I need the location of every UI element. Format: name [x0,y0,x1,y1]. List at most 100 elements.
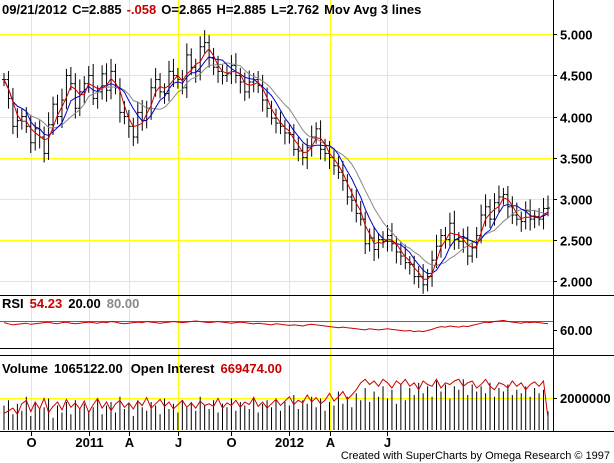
rsi-level-high: 80.00 [107,296,140,311]
rsi-header: RSI 54.23 20.00 80.00 [2,296,139,311]
price-bar [100,65,105,100]
price-y-axis-ticks: 2.000 2.500 3.000 3.500 4.000 4.500 5.000 [553,28,593,290]
price-bar [496,185,501,213]
volume-header: Volume 1065122.00 Open Interest 669474.00 [2,361,282,376]
x-axis-ticks: O 2011 A J O 2012 A J [26,431,391,450]
price-y-tick: 3.500 [560,152,593,167]
price-bar [470,241,475,263]
volume-y-tick: 2000000 [560,391,611,406]
price-bar [389,223,394,252]
price-bar [537,208,542,226]
header-open: O=2.865 [161,2,211,17]
price-bar [229,55,234,85]
price-bar [247,70,252,99]
header-date: 09/21/2012 [2,2,67,17]
price-bar [184,43,189,99]
x-tick-label: J [175,435,182,450]
rsi-line [3,319,549,333]
price-bar [55,94,60,125]
rsi-y-tick: 60.00 [560,323,593,338]
price-bar [42,126,47,163]
price-bar [198,36,203,81]
oi-label: Open Interest [131,361,215,376]
price-bar [104,63,109,102]
x-tick-label: 2011 [75,435,103,450]
price-bar [412,255,417,285]
volume-bars [3,379,549,430]
price-bar [296,136,301,162]
price-bar [274,108,278,134]
rsi-label: RSI [2,296,24,311]
price-y-tick: 2.000 [560,275,593,290]
price-bar [291,124,296,156]
price-header: 09/21/2012 C=2.885 -.058 O=2.865 H=2.885 L=2.… [2,2,421,17]
x-tick-label: J [384,435,391,450]
price-bar [314,122,319,144]
price-bar [501,187,506,205]
price-bar [505,185,510,219]
price-bar [238,67,243,94]
price-bar [265,87,270,118]
price-bar [166,60,171,102]
price-bar [358,200,363,226]
x-tick-label: O [226,435,236,450]
price-bar [73,73,78,119]
price-y-tick: 4.500 [560,69,593,84]
header-study: Mov Avg 3 lines [324,2,421,17]
rsi-value: 54.23 [30,296,63,311]
price-bar [171,58,176,87]
price-bar [233,53,238,84]
moving-average-slow [3,62,549,267]
price-y-tick: 5.000 [560,28,593,43]
price-bar [202,30,207,54]
price-vertical-grid [31,0,388,295]
rsi-panel: RSI 54.23 20.00 80.00 60.00 [0,296,593,355]
price-bar [46,112,51,161]
x-tick-label: A [326,435,336,450]
price-bar [135,101,140,144]
price-bar [510,196,515,225]
price-y-tick: 3.000 [560,193,593,208]
price-bar [447,212,452,247]
price-bar [398,242,403,266]
price-y-tick: 2.500 [560,234,593,249]
price-bar [523,201,528,230]
price-bar [323,138,328,162]
volume-value: 1065122.00 [54,361,123,376]
volume-label: Volume [2,361,48,376]
price-bar [216,55,221,83]
header-high: H=2.885 [216,2,266,17]
price-bar [59,88,64,128]
price-bar [519,211,524,232]
price-panel: 2.000 2.500 3.000 3.500 4.000 4.500 5.000 09/2… [0,0,593,295]
rsi-vertical-grid [31,296,388,355]
price-bar [438,228,443,258]
price-y-tick: 4.000 [560,111,593,126]
header-low: L=2.762 [271,2,319,17]
x-tick-label: O [26,435,36,450]
credit-text: Created with SuperCharts by Omega Resear… [341,450,610,462]
header-close: C=2.885 [72,2,122,17]
price-bar [158,73,163,99]
moving-average-fast [3,48,549,280]
oi-value: 669474.00 [220,361,281,376]
price-bar [541,197,546,230]
rsi-level-low: 20.00 [68,296,101,311]
header-change: -.058 [127,2,157,17]
volume-panel: Volume 1065122.00 Open Interest 669474.00 2… [0,356,611,431]
price-bar [211,47,216,76]
price-bar [483,194,488,227]
price-bar [336,156,341,179]
x-tick-label: 2012 [275,435,304,450]
price-bar [416,266,421,289]
price-bar [546,195,550,217]
price-bar [318,120,323,160]
price-bar [305,138,310,170]
moving-average-mid [3,56,549,275]
x-tick-label: A [125,435,135,450]
price-bar [376,233,381,259]
price-bar [15,108,20,138]
open-interest-line [3,378,549,419]
